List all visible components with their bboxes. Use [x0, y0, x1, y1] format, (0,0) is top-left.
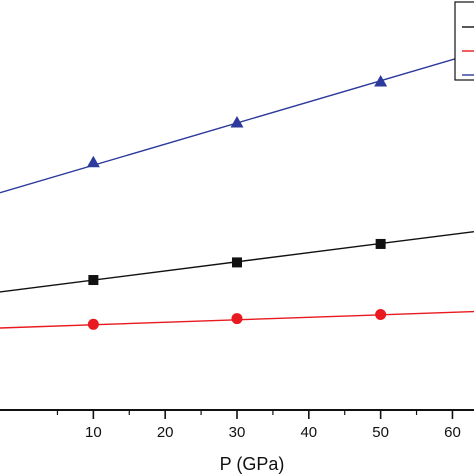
- data-point-square-30: [232, 257, 242, 268]
- data-point-triangle-30: [230, 116, 244, 128]
- data-point-circle-50: [375, 308, 387, 320]
- data-point-square-10: [88, 275, 99, 286]
- legend-box: [454, 1, 474, 81]
- x-tick-label-30: 30: [229, 424, 246, 441]
- x-tick-label-20: 20: [157, 424, 174, 441]
- axes: 10 20 30 40 50 60: [0, 409, 474, 441]
- series-triangle: [0, 52, 474, 194]
- data-point-circle-10: [87, 318, 99, 330]
- data-point-triangle-10: [86, 155, 100, 168]
- series-circle: [0, 308, 474, 330]
- data-point-triangle-50: [374, 75, 388, 87]
- x-tick-label-40: 40: [300, 424, 317, 441]
- data-point-circle-30: [231, 313, 243, 325]
- x-tick-label-50: 50: [372, 424, 389, 441]
- series-layer: [0, 52, 474, 330]
- legend: [454, 1, 474, 81]
- series-square: [0, 230, 474, 293]
- data-point-square-50: [375, 238, 386, 249]
- x-tick-label-10: 10: [85, 424, 102, 441]
- x-tick-label-60: 60: [444, 424, 461, 441]
- x-axis-title: P (GPa): [220, 454, 285, 474]
